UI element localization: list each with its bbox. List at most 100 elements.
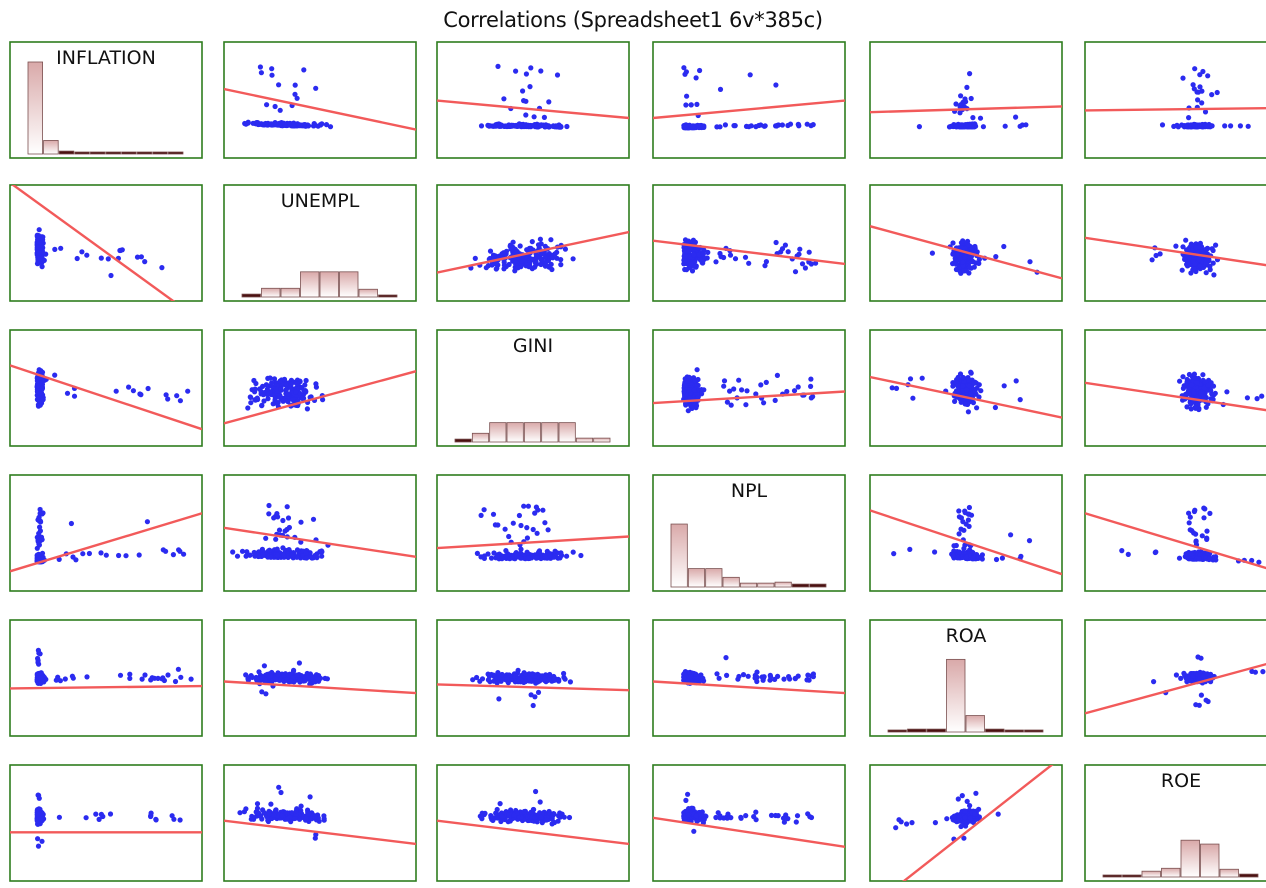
scatter-point	[681, 382, 687, 389]
scatter-point	[519, 258, 525, 264]
scatter-point	[491, 678, 497, 684]
scatter-point	[294, 381, 300, 387]
scatter-point	[39, 385, 45, 391]
scatter-point	[535, 679, 541, 685]
panel-gini-unempl	[223, 329, 417, 447]
scatter-point	[259, 402, 265, 408]
scatter-point	[277, 378, 283, 384]
scatter-point	[556, 678, 562, 684]
scatter-point	[962, 510, 968, 516]
scatter-point	[1196, 556, 1202, 562]
scatter-point	[142, 259, 148, 265]
histogram-bar-inflation-9	[167, 151, 184, 155]
scatter-point	[136, 552, 142, 558]
scatter-point	[472, 255, 478, 261]
scatter-point	[113, 388, 119, 394]
scatter-point	[956, 508, 962, 514]
scatter-point	[499, 813, 505, 820]
scatter-point	[281, 552, 287, 558]
scatter-point	[36, 650, 42, 656]
scatter-point	[1184, 404, 1190, 410]
scatter-point	[492, 522, 498, 528]
scatter-point	[497, 801, 503, 807]
regression-line	[437, 230, 629, 274]
scatter-point	[1201, 505, 1207, 511]
scatter-point	[795, 122, 802, 128]
scatter-point	[541, 114, 547, 120]
scatter-point	[779, 122, 785, 128]
scatter-point	[39, 264, 45, 270]
scatter-point	[763, 259, 769, 265]
scatter-point	[1205, 382, 1211, 388]
scatter-point	[791, 388, 798, 394]
scatter-point	[524, 535, 530, 541]
scatter-point	[495, 670, 501, 676]
regression-line	[1085, 662, 1266, 715]
scatter-point	[516, 512, 522, 519]
scatter-point	[276, 82, 282, 88]
scatter-point	[243, 121, 249, 127]
scatter-point	[35, 538, 41, 545]
scatter-point	[160, 547, 166, 553]
scatter-point	[802, 265, 808, 271]
scatter-point	[1190, 82, 1196, 88]
panel-frame	[436, 474, 630, 592]
scatter-point	[1204, 528, 1210, 534]
scatter-point	[1200, 372, 1206, 378]
scatter-point	[1023, 122, 1029, 128]
scatter-point	[319, 548, 325, 554]
scatter-point	[958, 399, 964, 405]
scatter-point	[170, 552, 176, 558]
scatter-point	[40, 510, 46, 516]
scatter-point	[804, 121, 810, 127]
scatter-point	[564, 123, 570, 130]
scatter-point	[681, 671, 687, 677]
scatter-point	[1214, 89, 1220, 96]
scatter-point	[138, 254, 144, 260]
scatter-point	[965, 517, 971, 523]
scatter-point	[684, 93, 690, 99]
scatter-point	[306, 811, 312, 817]
scatter-point	[688, 403, 694, 409]
scatter-point	[285, 391, 291, 397]
scatter-point	[731, 123, 737, 129]
scatter-point	[683, 69, 689, 75]
panel-unempl-npl	[652, 184, 846, 302]
scatter-point	[272, 103, 278, 110]
scatter-point	[137, 391, 143, 397]
scatter-point	[38, 680, 44, 686]
scatter-point	[762, 263, 768, 269]
scatter-point	[564, 553, 570, 559]
panel-gini-roa	[869, 329, 1063, 447]
scatter-point	[1183, 237, 1189, 243]
scatter-point	[244, 549, 250, 555]
scatter-point	[813, 260, 819, 266]
scatter-point	[763, 379, 769, 385]
scatter-point	[39, 380, 45, 386]
scatter-point	[810, 122, 816, 128]
scatter-point	[1198, 390, 1204, 396]
scatter-point	[303, 377, 309, 384]
scatter-point	[1191, 371, 1197, 377]
scatter-point	[501, 96, 507, 102]
panel-unempl-roa	[869, 184, 1063, 302]
scatter-point	[165, 672, 171, 678]
scatter-point	[56, 814, 63, 820]
scatter-point	[293, 389, 299, 395]
scatter-point	[127, 675, 133, 681]
panel-inflation-roa	[869, 41, 1063, 159]
scatter-point	[561, 670, 567, 677]
scatter-point	[524, 525, 530, 531]
scatter-point	[756, 122, 762, 129]
scatter-point	[951, 543, 957, 549]
scatter-point	[58, 245, 64, 251]
regression-line	[870, 105, 1062, 114]
scatter-point	[290, 397, 296, 403]
histogram-bar-npl-5	[757, 582, 775, 588]
scatter-point	[727, 388, 733, 394]
scatter-point	[522, 671, 528, 677]
scatter-point	[686, 374, 692, 380]
scatter-point	[810, 674, 816, 680]
scatter-point	[36, 239, 42, 245]
